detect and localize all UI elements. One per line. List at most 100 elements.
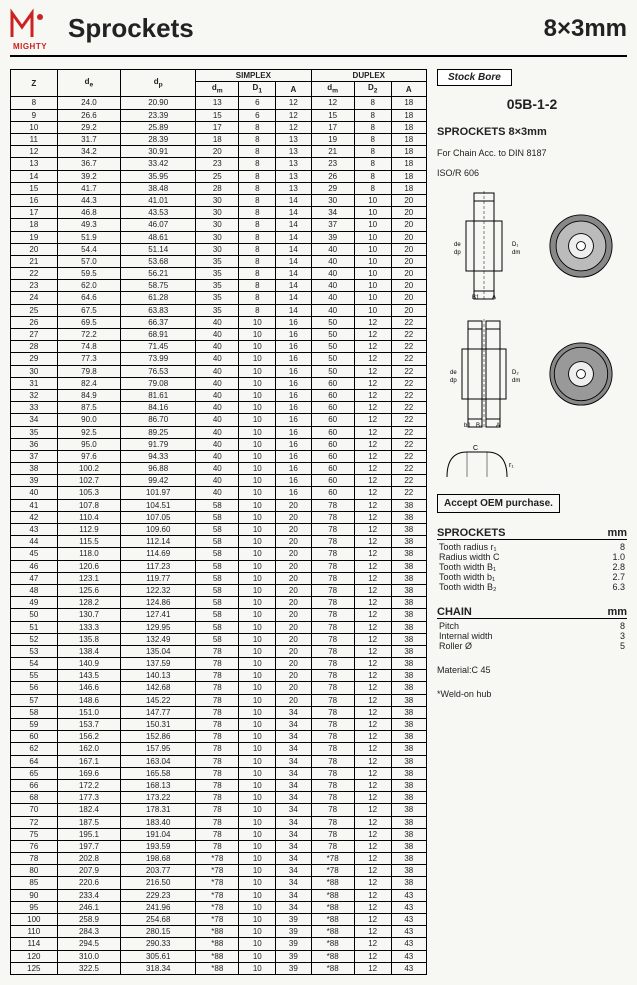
col-dm2: dm [311,82,354,97]
table-row: 45118.0114.69581020781238 [11,548,427,560]
table-row: 3797.694.33401016601222 [11,450,427,462]
table-row: 926.623.391561215818 [11,109,427,121]
svg-text:B1: B1 [472,295,480,301]
chain-specs: CHAINmm Pitch8Internal width3Roller Ø5 [437,606,627,651]
oem-badge: Accept OEM purchase. [437,494,560,513]
table-row: 53138.4135.04781020781238 [11,645,427,657]
table-row: 2157.053.6835814401020 [11,255,427,267]
table-row: 48125.6122.32581020781238 [11,584,427,596]
stock-bore-badge: Stock Bore [437,69,512,86]
table-row: 64167.1163.04781034781238 [11,755,427,767]
sprocket-table-wrap: Z de dp SIMPLEX DUPLEX dm D1 A dm D2 A 8… [10,69,427,975]
table-row: 2054.451.1430814401020 [11,243,427,255]
col-a2: A [391,82,426,97]
table-row: 57148.6145.22781020781238 [11,694,427,706]
table-row: 47123.1119.77581020781238 [11,572,427,584]
table-row: 50130.7127.41581020781238 [11,609,427,621]
spec-row: Tooth width B₁2.8 [437,562,627,572]
svg-text:D₂: D₂ [512,370,519,376]
table-row: 1541.738.482881329818 [11,182,427,194]
table-row: 2567.563.8335814401020 [11,304,427,316]
table-row: 62162.0157.95781034781238 [11,743,427,755]
spec-row: Tooth width B₂6.3 [437,582,627,592]
header-rule [10,55,627,57]
col-dp: dp [121,70,196,97]
table-row: 95246.1241.96*781034*881243 [11,901,427,913]
duplex-gear-icon [541,319,621,429]
group-simplex: SIMPLEX [196,70,311,82]
svg-text:dp: dp [454,250,461,256]
table-row: 2464.661.2835814401020 [11,292,427,304]
brand-logo [10,6,50,42]
simplex-diagram: dedpD₁dmB1A [437,186,627,306]
table-row: 1029.225.891781217818 [11,121,427,133]
spec-row: Tooth width b₁2.7 [437,572,627,582]
spec-row: Tooth radius r₁8 [437,542,627,552]
table-row: 2772.268.91401016501222 [11,329,427,341]
table-row: 2362.058.7535814401020 [11,280,427,292]
sprocket-table: Z de dp SIMPLEX DUPLEX dm D1 A dm D2 A 8… [10,69,427,975]
table-row: 824.020.901361212818 [11,97,427,109]
table-row: 2669.566.37401016501222 [11,316,427,328]
table-row: 80207.9203.77*781034*781238 [11,865,427,877]
sprockets-subtitle: SPROCKETS 8×3mm [437,126,627,138]
spec-row: Radius width C1.0 [437,552,627,562]
col-de: de [57,70,121,97]
table-row: 2977.373.99401016501222 [11,353,427,365]
table-row: 39102.799.42401016601222 [11,475,427,487]
material-note: Material:C 45 [437,665,627,675]
table-row: 2874.871.45401016501222 [11,341,427,353]
svg-text:C: C [473,445,478,452]
spec-row: Pitch8 [437,621,627,631]
side-panel: Stock Bore 05B-1-2 SPROCKETS 8×3mm For C… [437,69,627,975]
svg-text:A: A [496,423,500,429]
table-row: 3284.981.61401016601222 [11,389,427,401]
table-row: 85220.6216.50*781034*881238 [11,877,427,889]
col-z: Z [11,70,58,97]
tooth-profile-diagram: Cr₁ [437,442,527,482]
table-row: 1644.341.0130814301020 [11,194,427,206]
table-row: 65169.6165.58781034781238 [11,767,427,779]
table-row: 40105.3101.97401016601222 [11,487,427,499]
table-row: 58151.0147.77781034781238 [11,706,427,718]
table-row: 1234.230.912081321818 [11,146,427,158]
svg-text:D₁: D₁ [512,242,518,248]
table-row: 42110.4107.05581020781238 [11,511,427,523]
group-duplex: DUPLEX [311,70,426,82]
table-row: 44115.5112.14581020781238 [11,536,427,548]
brand-name: MIGHTY [13,42,47,51]
iso-standard: ISO/R 606 [437,168,627,178]
duplex-diagram: dedpD₂dmb1B₂A [437,314,627,434]
table-row: 1746.843.5330814341020 [11,207,427,219]
table-row: 2259.556.2135814401020 [11,268,427,280]
chain-standard: For Chain Acc. to DIN 8187 [437,148,627,158]
table-row: 54140.9137.59781020781238 [11,658,427,670]
svg-text:de: de [450,370,457,376]
table-row: 125322.5318.34*881039*881243 [11,962,427,974]
table-row: 56146.6142.68781020781238 [11,682,427,694]
table-row: 114294.5290.33*881039*881243 [11,938,427,950]
model-number: 05B-1-2 [437,96,627,112]
table-row: 3387.584.16401016601222 [11,402,427,414]
page-dimension: 8×3mm [544,15,627,43]
gear-icon [541,191,621,301]
table-row: 76197.7193.59781034781238 [11,840,427,852]
table-row: 51133.3129.95581020781238 [11,621,427,633]
svg-text:dp: dp [450,378,457,384]
col-d1: D1 [239,82,276,97]
table-row: 60156.2152.86781034781238 [11,731,427,743]
table-row: 66172.2168.13781034781238 [11,779,427,791]
svg-text:de: de [454,242,461,248]
table-row: 3490.086.70401016601222 [11,414,427,426]
table-row: 68177.3173.22781034781238 [11,792,427,804]
svg-text:r₁: r₁ [509,462,514,469]
table-row: 100258.9254.68*781039*881243 [11,914,427,926]
table-row: 1439.235.952581326818 [11,170,427,182]
table-row: 49128.2124.86581020781238 [11,597,427,609]
table-row: 3695.091.79401016601222 [11,438,427,450]
svg-text:dm: dm [512,378,520,384]
weld-note: *Weld-on hub [437,689,627,699]
table-row: 72187.5183.40781034781238 [11,816,427,828]
table-row: 52135.8132.49581020781238 [11,633,427,645]
spec-row: Roller Ø5 [437,641,627,651]
